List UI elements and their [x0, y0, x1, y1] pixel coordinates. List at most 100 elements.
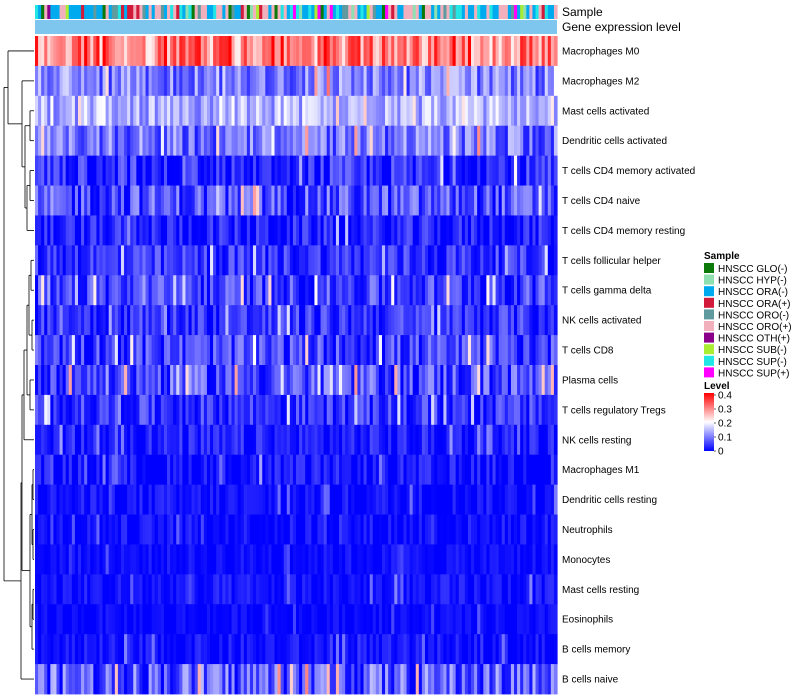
- heatmap-cell: [385, 604, 389, 635]
- heatmap-cell: [492, 574, 497, 605]
- heatmap-cell: [409, 65, 414, 97]
- heatmap-cell: [345, 544, 349, 575]
- heatmap-cell: [151, 155, 156, 186]
- heatmap-cell: [179, 604, 183, 635]
- heatmap-cell: [246, 185, 251, 216]
- sample-annotation-bar: [35, 5, 558, 19]
- heatmap-cell: [400, 305, 405, 336]
- heatmap-cell: [280, 664, 285, 695]
- heatmap-cell: [535, 305, 540, 336]
- sample-annotation-cell: [277, 5, 282, 19]
- heatmap-cell: [375, 305, 380, 336]
- heatmap-cell: [41, 484, 45, 515]
- heatmap-cell: [360, 65, 365, 97]
- heatmap-cell: [182, 634, 187, 665]
- sample-annotation-cell: [176, 5, 180, 19]
- heatmap-cell: [65, 125, 70, 157]
- heatmap-cell: [320, 634, 325, 665]
- heatmap-cell: [222, 424, 226, 456]
- heatmap-cell: [219, 245, 223, 276]
- heatmap-cell: [431, 245, 435, 276]
- heatmap-cell: [501, 125, 506, 157]
- heatmap-cell: [90, 634, 94, 665]
- heatmap-cell: [271, 544, 276, 575]
- heatmap-cell: [538, 514, 543, 545]
- heatmap-cell: [369, 574, 374, 605]
- heatmap-cell: [74, 574, 79, 605]
- heatmap-cell: [302, 454, 306, 486]
- heatmap-cell: [151, 36, 156, 67]
- heatmap-cell: [145, 245, 150, 276]
- heatmap-cell: [74, 125, 79, 157]
- heatmap-cell: [148, 185, 153, 216]
- heatmap-cell: [228, 125, 233, 157]
- heatmap-cell: [71, 365, 76, 396]
- heatmap-cell: [139, 95, 144, 127]
- heatmap-cell: [130, 36, 134, 67]
- heatmap-cell: [216, 305, 220, 336]
- heatmap-cell: [532, 424, 537, 456]
- heatmap-cell: [53, 634, 58, 665]
- heatmap-cell: [421, 365, 426, 396]
- heatmap-cell: [323, 215, 328, 246]
- heatmap-cell: [157, 604, 162, 635]
- sample-annotation-cell: [216, 5, 220, 19]
- heatmap-cell: [148, 544, 153, 575]
- sample-annotation-cell: [90, 5, 94, 19]
- heatmap-cell: [406, 604, 411, 635]
- heatmap-cell: [474, 664, 478, 695]
- heatmap-cell: [170, 155, 174, 186]
- heatmap-cell: [507, 484, 512, 515]
- heatmap-cell: [391, 155, 395, 186]
- heatmap-cell: [305, 245, 309, 276]
- heatmap-cell: [520, 155, 524, 186]
- heatmap-cell: [431, 155, 435, 186]
- heatmap-cell: [501, 604, 506, 635]
- heatmap-cell: [225, 604, 230, 635]
- heatmap-cell: [317, 484, 322, 515]
- heatmap-cell: [176, 454, 180, 486]
- heatmap-cell: [151, 305, 156, 336]
- heatmap-cell: [523, 574, 527, 605]
- row-label: Dendritic cells activated: [562, 136, 667, 147]
- heatmap-cell: [167, 65, 171, 97]
- heatmap-cell: [348, 155, 352, 186]
- heatmap-cell: [428, 65, 432, 97]
- heatmap-cell: [431, 215, 435, 246]
- heatmap-cell: [197, 544, 202, 575]
- heatmap-cell: [50, 275, 55, 306]
- heatmap-cell: [68, 185, 73, 216]
- heatmap-cell: [265, 36, 269, 67]
- heatmap-cell: [185, 215, 190, 246]
- heatmap-cell: [480, 245, 484, 276]
- heatmap-cell: [93, 36, 98, 67]
- heatmap-cell: [240, 305, 245, 336]
- heatmap-cell: [314, 664, 319, 695]
- heatmap-cell: [74, 95, 79, 127]
- heatmap-cell: [249, 245, 254, 276]
- heatmap-cell: [452, 36, 457, 67]
- heatmap-cell: [523, 215, 527, 246]
- heatmap-cell: [415, 394, 420, 426]
- heatmap-cell: [81, 424, 85, 456]
- heatmap-cell: [114, 305, 119, 336]
- heatmap-cell: [228, 454, 233, 486]
- heatmap-cell: [397, 365, 401, 396]
- heatmap-cell: [348, 125, 352, 157]
- sample-annotation-cell: [84, 5, 88, 19]
- heatmap-cell: [182, 65, 187, 97]
- heatmap-cell: [492, 245, 497, 276]
- heatmap-cell: [372, 245, 377, 276]
- heatmap-cell: [360, 634, 365, 665]
- heatmap-cell: [136, 95, 140, 127]
- heatmap-cell: [108, 305, 113, 336]
- heatmap-cell: [41, 664, 45, 695]
- heatmap-cell: [532, 305, 537, 336]
- heatmap-cell: [53, 65, 58, 97]
- heatmap-cell: [280, 424, 285, 456]
- heatmap-cell: [360, 394, 365, 426]
- heatmap-cell: [351, 604, 355, 635]
- heatmap-cell: [200, 394, 205, 426]
- heatmap-cell: [120, 394, 125, 426]
- heatmap-cell: [170, 95, 174, 127]
